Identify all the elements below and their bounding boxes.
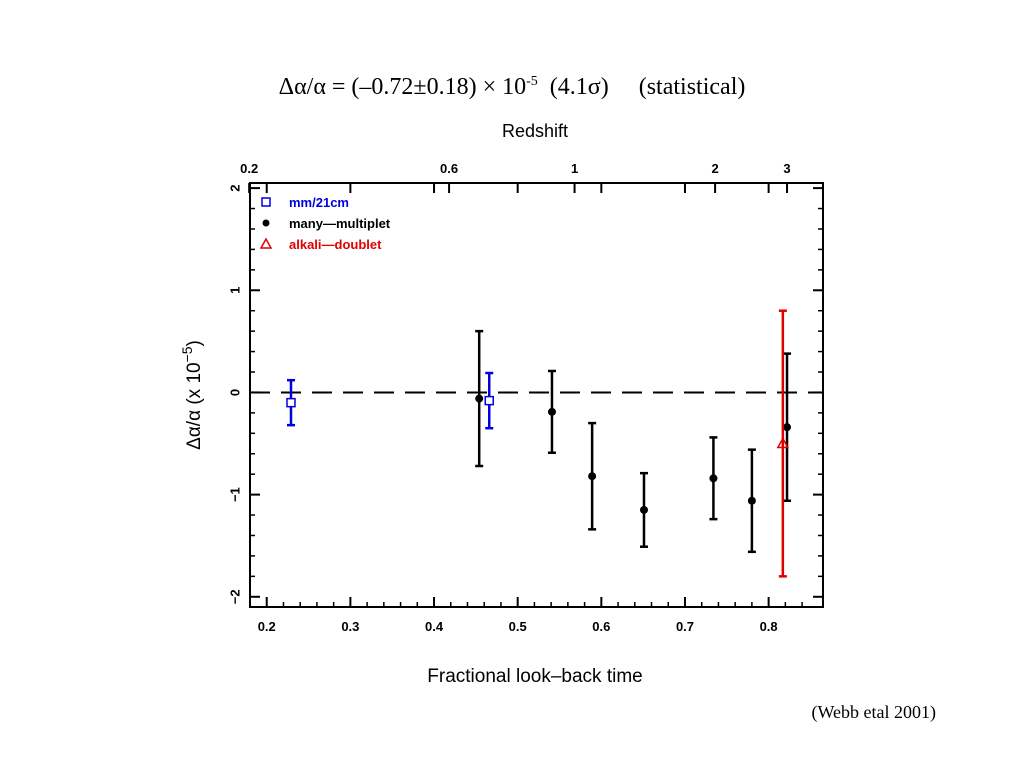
- data-point: [588, 472, 597, 481]
- legend-label: mm/21cm: [289, 195, 349, 210]
- y-axis-title-close: ): [184, 340, 205, 346]
- legend-label: alkali—doublet: [289, 237, 382, 252]
- top-axis-tick-label: 2: [711, 161, 718, 176]
- legend-label: many—multiplet: [289, 216, 391, 231]
- data-point: [286, 397, 296, 408]
- x-tick-label: 0.6: [592, 619, 610, 634]
- data-point: [709, 474, 718, 483]
- citation: (Webb etal 2001): [811, 702, 936, 722]
- data-point: [776, 436, 790, 449]
- slide-title: Δα/α = (–0.72±0.18) × 10-5 (4.1σ) (stati…: [0, 74, 1024, 101]
- y-axis-title: Δα/α (x 10−5): [179, 340, 205, 450]
- data-point: [747, 496, 756, 505]
- legend-marker: [261, 197, 271, 207]
- data-point: [639, 505, 648, 514]
- legend-marker: [262, 219, 270, 227]
- top-axis-tick-label: 3: [783, 161, 790, 176]
- slide-title-main: Δα/α = (–0.72±0.18) × 10: [278, 74, 527, 100]
- top-axis-tick-label: 1: [571, 161, 578, 176]
- x-tick-label: 0.5: [509, 619, 527, 634]
- x-tick-label: 0.3: [341, 619, 359, 634]
- x-tick-label: 0.8: [760, 619, 778, 634]
- plot-frame: [249, 182, 824, 608]
- x-tick-label: 0.4: [425, 619, 444, 634]
- legend-marker: [259, 237, 273, 249]
- slide-title-exponent: -5: [526, 74, 538, 89]
- y-tick-label: 2: [227, 184, 242, 191]
- y-tick-label: 1: [227, 287, 242, 294]
- y-tick-label: −2: [227, 589, 242, 604]
- top-axis-tick-label: 0.6: [440, 161, 458, 176]
- top-axis-title: Redshift: [502, 121, 568, 141]
- y-axis-title-exponent: −5: [179, 346, 195, 362]
- y-tick-label: −1: [227, 487, 242, 502]
- x-axis-title: Fractional look–back time: [427, 666, 642, 687]
- slide-title-rest: (4.1σ) (statistical): [537, 74, 746, 100]
- data-point: [484, 395, 494, 406]
- data-point: [547, 407, 556, 416]
- data-point: [783, 423, 792, 432]
- top-axis-tick-label: 0.2: [240, 161, 258, 176]
- x-tick-label: 0.7: [676, 619, 694, 634]
- data-point: [475, 394, 484, 403]
- y-tick-label: 0: [227, 389, 242, 396]
- y-axis-title-base: Δα/α (x 10: [184, 362, 205, 449]
- x-tick-label: 0.2: [258, 619, 276, 634]
